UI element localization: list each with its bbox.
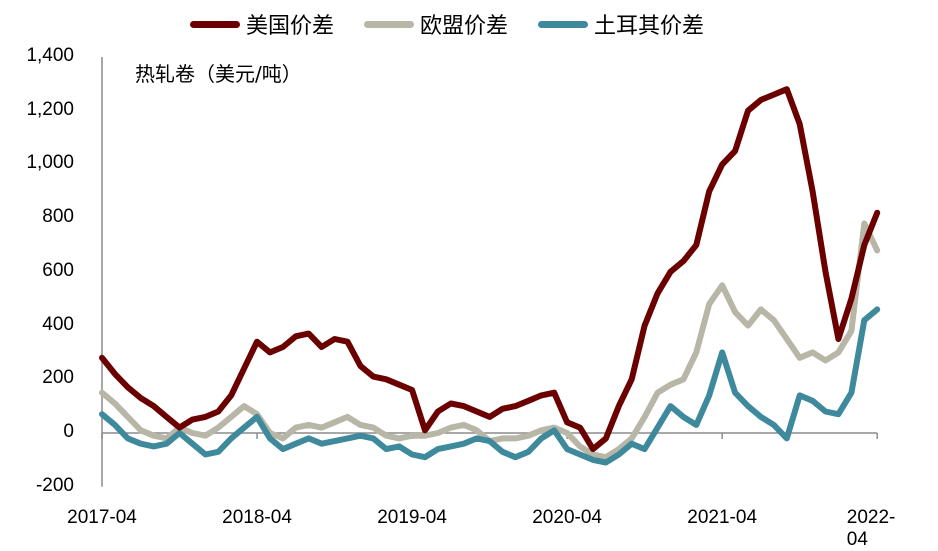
legend-item-turkey: 土耳其价差 [538,8,704,40]
legend-swatch-turkey [538,20,589,28]
y-tick-label: 1,000 [26,152,74,174]
unit-label: 热轧卷（美元/吨） [135,62,302,86]
axes [101,56,878,487]
series-line [99,306,881,466]
legend-swatch-eu [364,20,415,28]
y-tick-label: 600 [42,259,74,281]
y-tick-label: 400 [42,313,74,335]
legend-label-turkey: 土耳其价差 [594,14,705,39]
y-tick-label: 1,200 [26,98,74,120]
legend-label-eu: 欧盟价差 [420,14,509,39]
legend-item-eu: 欧盟价差 [364,8,508,40]
x-tick-label: 2019-04 [377,507,447,528]
x-tick-label: 2021-04 [687,507,758,528]
y-tick-label: 200 [42,367,74,389]
legend-label-us: 美国价差 [246,14,335,39]
y-tick-label: 800 [42,206,74,228]
series-line [99,220,881,461]
x-tick-label: 2017-04 [67,507,137,528]
legend-swatch-us [190,20,240,28]
legend-item-us: 美国价差 [190,8,334,40]
y-tick-label: 0 [63,421,74,442]
series-lines [99,86,881,466]
y-tick-label: 1,400 [26,44,74,66]
x-tick-label: 2020-04 [532,507,602,528]
y-tick-label: -200 [35,474,74,496]
x-tick-label: 2018-04 [222,507,292,528]
series-line [99,86,881,453]
legend: 美国价差 欧盟价差 土耳其价差 [190,8,734,40]
